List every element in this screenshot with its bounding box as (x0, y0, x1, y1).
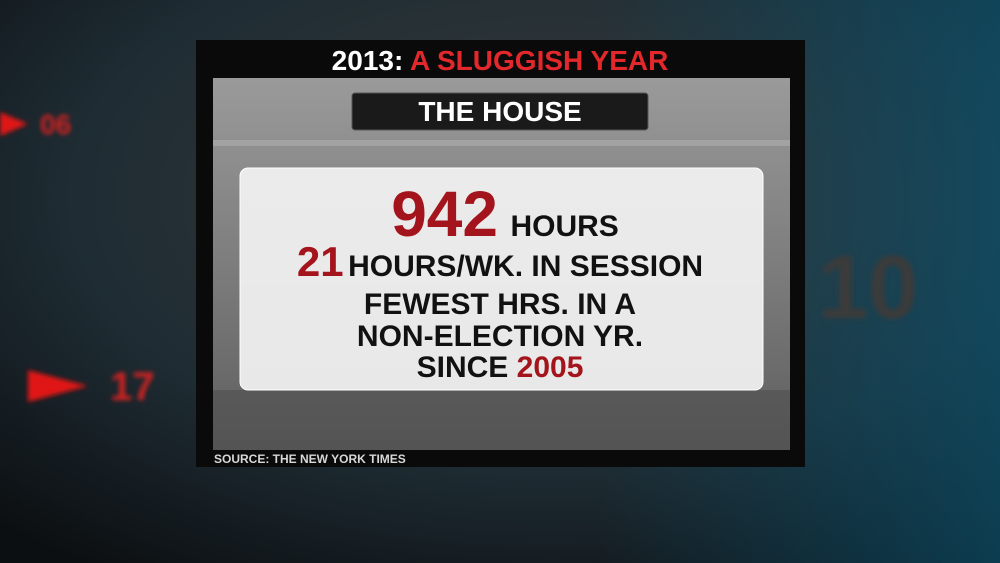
arrow (28, 370, 88, 402)
title: 2013: A SLUGGISH YEAR (332, 45, 669, 76)
since-year: 2005 (517, 351, 584, 384)
title-year: 2013: (332, 45, 404, 76)
photo-detail (213, 140, 790, 146)
note-line: NON-ELECTION YR. (357, 320, 643, 353)
source: SOURCE: THE NEW YORK TIMES (214, 452, 406, 466)
note-line: SINCE 2005 (417, 351, 584, 384)
since-text: SINCE (417, 351, 509, 384)
subtitle: THE HOUSE (418, 96, 581, 127)
hours-value: 942 (391, 178, 498, 250)
bg-label: 17 (110, 365, 155, 409)
subtitle-box (351, 92, 649, 131)
bg-label: 06 (40, 109, 71, 140)
stats-box (239, 167, 764, 391)
arrow (0, 112, 28, 136)
weekly-unit: HOURS/WK. IN SESSION (348, 250, 703, 283)
photo-detail (213, 390, 790, 450)
title-text: A SLUGGISH YEAR (410, 45, 668, 76)
bg-label: 10 (818, 238, 918, 338)
note-line: FEWEST HRS. IN A (364, 288, 636, 321)
stat-line: 942 HOURS (391, 178, 619, 250)
hours-unit: HOURS (510, 210, 618, 243)
weekly-value: 21 (297, 238, 344, 285)
stat-line: 21 HOURS/WK. IN SESSION (297, 238, 703, 285)
background-decor: 06 17 10 (0, 109, 918, 409)
